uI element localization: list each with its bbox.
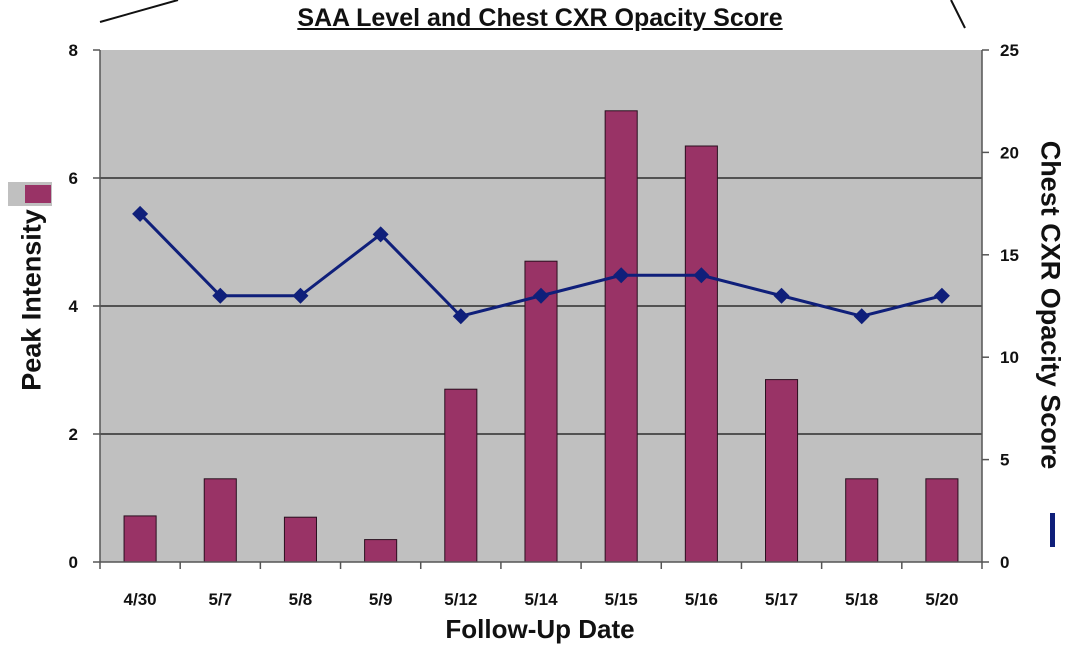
bar	[364, 539, 398, 563]
x-tick-label: 5/8	[289, 590, 313, 609]
line-marker	[452, 308, 469, 325]
legend-bar-swatch	[25, 185, 51, 203]
bar	[765, 379, 799, 563]
line-marker	[372, 226, 389, 243]
y-tick-label-right: 20	[1000, 143, 1019, 162]
y-tick-label-left: 6	[69, 169, 78, 188]
y-tick-label-left: 2	[69, 425, 78, 444]
chart-title: SAA Level and Chest CXR Opacity Score	[297, 4, 783, 32]
y-tick-label-left: 0	[69, 553, 78, 572]
title-decor-line-left	[99, 0, 179, 23]
y-tick-label-right: 15	[1000, 246, 1019, 265]
bar	[524, 260, 558, 563]
line-marker	[613, 267, 630, 284]
y-tick-label-left: 4	[69, 297, 79, 316]
line-marker	[773, 287, 790, 304]
y-tick-label-right: 0	[1000, 553, 1009, 572]
x-tick-label: 5/17	[765, 590, 798, 609]
bar	[604, 110, 638, 563]
bar	[123, 515, 157, 563]
y-tick-label-right: 5	[1000, 451, 1009, 470]
bar	[283, 516, 317, 563]
x-tick-label: 5/15	[605, 590, 638, 609]
x-axis-label: Follow-Up Date	[445, 614, 635, 644]
line-marker	[693, 267, 710, 284]
bar	[845, 478, 879, 563]
line-marker	[933, 287, 950, 304]
legend-line-swatch	[1050, 513, 1055, 547]
bar	[925, 478, 959, 563]
line-marker	[212, 287, 229, 304]
y-tick-label-left: 8	[69, 41, 78, 60]
x-tick-label: 5/7	[208, 590, 232, 609]
bar	[203, 478, 237, 563]
title-decor-line-right	[950, 0, 966, 29]
y-tick-label-right: 10	[1000, 348, 1019, 367]
x-tick-label: 5/9	[369, 590, 393, 609]
x-tick-label: 5/12	[444, 590, 477, 609]
bar	[684, 145, 718, 563]
line-marker	[292, 287, 309, 304]
line-marker	[533, 287, 549, 304]
x-tick-label: 4/30	[124, 590, 157, 609]
line-marker	[853, 308, 870, 325]
x-tick-label: 5/18	[845, 590, 878, 609]
x-tick-label: 5/16	[685, 590, 718, 609]
bar	[444, 388, 478, 563]
y-tick-label-right: 25	[1000, 41, 1019, 60]
line-marker	[132, 205, 149, 222]
x-tick-label: 5/14	[524, 590, 558, 609]
x-tick-label: 5/20	[925, 590, 958, 609]
